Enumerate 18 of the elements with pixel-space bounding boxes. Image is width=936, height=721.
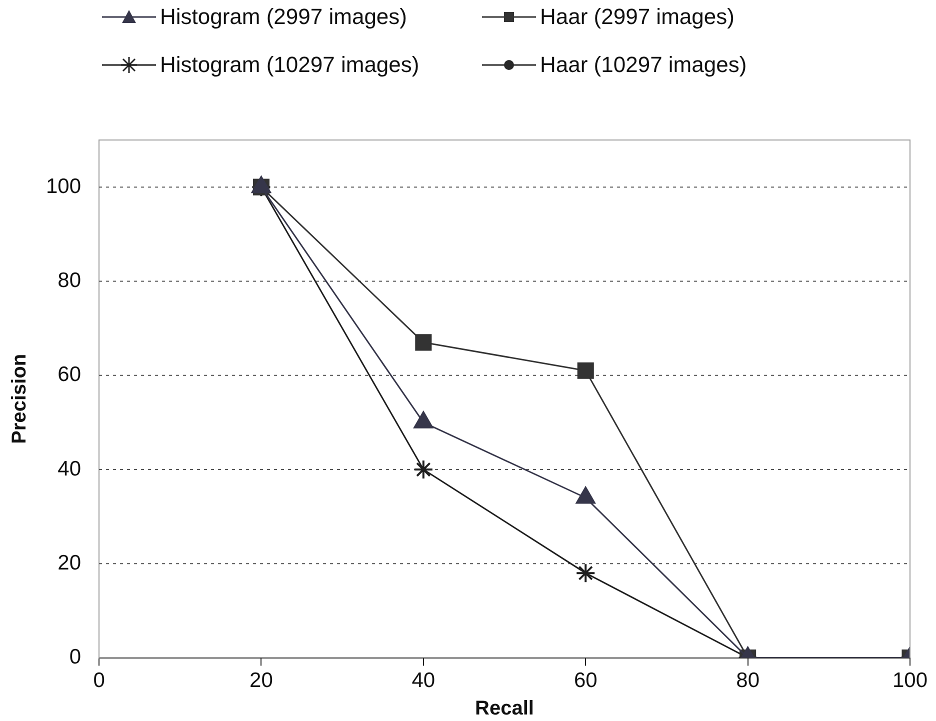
y-tick-label: 20 xyxy=(58,551,82,574)
y-tick-label: 40 xyxy=(58,457,82,480)
legend-label: Histogram (2997 images) xyxy=(160,4,407,30)
x-tick-label: 100 xyxy=(892,669,928,692)
y-tick-label: 100 xyxy=(46,174,82,198)
legend-label: Histogram (10297 images) xyxy=(160,52,420,78)
legend-label: Haar (2997 images) xyxy=(540,4,734,30)
y-tick-label: 0 xyxy=(69,646,82,669)
x-axis-title: Recall xyxy=(475,698,534,720)
x-tick-label: 60 xyxy=(574,669,598,692)
x-tick-label: 80 xyxy=(736,669,760,692)
y-tick-label: 60 xyxy=(58,363,82,386)
x-tick-label: 0 xyxy=(93,669,105,692)
x-tick-label: 40 xyxy=(412,669,436,692)
legend-label: Haar (10297 images) xyxy=(540,52,747,78)
y-axis-title: Precision xyxy=(8,354,31,444)
y-tick-label: 80 xyxy=(58,269,82,292)
x-tick-label: 20 xyxy=(250,669,273,692)
